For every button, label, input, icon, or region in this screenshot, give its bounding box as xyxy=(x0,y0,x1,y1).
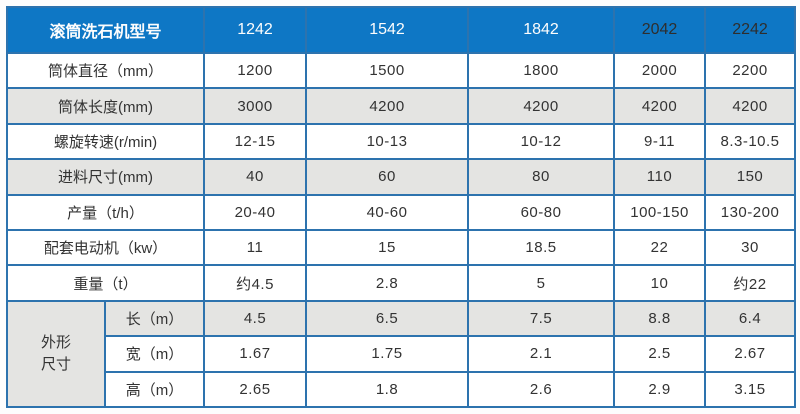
cell-value: 12-15 xyxy=(203,122,308,161)
cell-value: 4200 xyxy=(305,87,470,125)
cell-value: 15 xyxy=(305,228,470,267)
cell-value: 100-150 xyxy=(613,193,707,231)
header-model-2042: 2042 xyxy=(613,6,707,54)
row-capacity: 产量（t/h） 20-40 40-60 60-80 100-150 130-20… xyxy=(5,193,797,231)
row-feed-size: 进料尺寸(mm) 40 60 80 110 150 xyxy=(5,158,797,196)
cell-value: 2000 xyxy=(613,51,707,90)
row-label: 进料尺寸(mm) xyxy=(5,158,206,196)
cell-value: 60 xyxy=(305,158,470,196)
row-label: 筒体直径（mm） xyxy=(5,51,206,90)
table-title: 滚筒洗石机型号 xyxy=(5,6,206,54)
header-row: 滚筒洗石机型号 1242 1542 1842 2042 2242 xyxy=(5,6,797,54)
cell-value: 约22 xyxy=(704,264,797,302)
cell-value: 2.6 xyxy=(467,370,616,409)
cell-value: 4200 xyxy=(704,87,797,125)
cell-value: 4.5 xyxy=(203,299,308,338)
header-model-1542: 1542 xyxy=(305,6,470,54)
cell-value: 1.67 xyxy=(203,335,308,373)
cell-value: 150 xyxy=(704,158,797,196)
row-weight: 重量（t） 约4.5 2.8 5 10 约22 xyxy=(5,264,797,302)
row-label: 高（m） xyxy=(103,370,206,409)
row-drum-diameter: 筒体直径（mm） 1200 1500 1800 2000 2200 xyxy=(5,51,797,90)
cell-value: 30 xyxy=(704,228,797,267)
cell-value: 18.5 xyxy=(467,228,616,267)
cell-value: 3000 xyxy=(203,87,308,125)
cell-value: 7.5 xyxy=(467,299,616,338)
cell-value: 1.8 xyxy=(305,370,470,409)
cell-value: 3.15 xyxy=(704,370,797,409)
cell-value: 1500 xyxy=(305,51,470,90)
row-drum-length: 筒体长度(mm) 3000 4200 4200 4200 4200 xyxy=(5,87,797,125)
cell-value: 6.4 xyxy=(704,299,797,338)
cell-value: 1.75 xyxy=(305,335,470,373)
cell-value: 11 xyxy=(203,228,308,267)
cell-value: 1200 xyxy=(203,51,308,90)
dimension-group-label-line1: 外形 xyxy=(40,334,71,352)
row-label: 宽（m） xyxy=(103,335,206,373)
cell-value: 40 xyxy=(203,158,308,196)
row-label: 螺旋转速(r/min) xyxy=(5,122,206,161)
cell-value: 9-11 xyxy=(613,122,707,161)
cell-value: 4200 xyxy=(467,87,616,125)
cell-value: 10-13 xyxy=(305,122,470,161)
dimension-group-label-line2: 尺寸 xyxy=(40,355,71,373)
cell-value: 10 xyxy=(613,264,707,302)
row-label: 筒体长度(mm) xyxy=(5,87,206,125)
row-dimension-height: 高（m） 2.65 1.8 2.6 2.9 3.15 xyxy=(7,370,797,409)
row-label: 配套电动机（kw） xyxy=(5,228,206,267)
header-model-2242: 2242 xyxy=(704,6,797,54)
cell-value: 1800 xyxy=(467,51,616,90)
row-label: 产量（t/h） xyxy=(5,193,206,231)
cell-value: 约4.5 xyxy=(203,264,308,302)
row-label: 长（m） xyxy=(103,299,206,338)
cell-value: 2.8 xyxy=(305,264,470,302)
cell-value: 8.8 xyxy=(613,299,707,338)
cell-value: 6.5 xyxy=(305,299,470,338)
cell-value: 2.65 xyxy=(203,370,308,409)
cell-value: 2.67 xyxy=(704,335,797,373)
header-model-1842: 1842 xyxy=(467,6,616,54)
header-model-1242: 1242 xyxy=(203,6,308,54)
cell-value: 5 xyxy=(467,264,616,302)
cell-value: 8.3-10.5 xyxy=(704,122,797,161)
row-motor: 配套电动机（kw） 11 15 18.5 22 30 xyxy=(5,228,797,267)
cell-value: 4200 xyxy=(613,87,707,125)
cell-value: 80 xyxy=(467,158,616,196)
row-dimension-length: 外形 尺寸 长（m） 4.5 6.5 7.5 8.8 6.4 xyxy=(6,299,797,409)
row-label: 重量（t） xyxy=(5,264,206,302)
row-dimension-width: 宽（m） 1.67 1.75 2.1 2.5 2.67 xyxy=(7,335,797,373)
cell-value: 20-40 xyxy=(203,193,308,231)
row-spiral-speed: 螺旋转速(r/min) 12-15 10-13 10-12 9-11 8.3-1… xyxy=(5,122,797,161)
cell-value: 130-200 xyxy=(704,193,797,231)
cell-value: 2.1 xyxy=(467,335,616,373)
cell-value: 22 xyxy=(613,228,707,267)
cell-value: 2.9 xyxy=(613,370,707,409)
cell-value: 2.5 xyxy=(613,335,707,373)
cell-value: 10-12 xyxy=(467,122,616,161)
cell-value: 40-60 xyxy=(305,193,470,231)
cell-value: 110 xyxy=(613,158,707,196)
spec-table: 滚筒洗石机型号 1242 1542 1842 2042 2242 筒体直径（mm… xyxy=(5,6,797,409)
dimension-group-label: 外形 尺寸 xyxy=(6,299,106,409)
cell-value: 60-80 xyxy=(467,193,616,231)
cell-value: 2200 xyxy=(704,51,797,90)
